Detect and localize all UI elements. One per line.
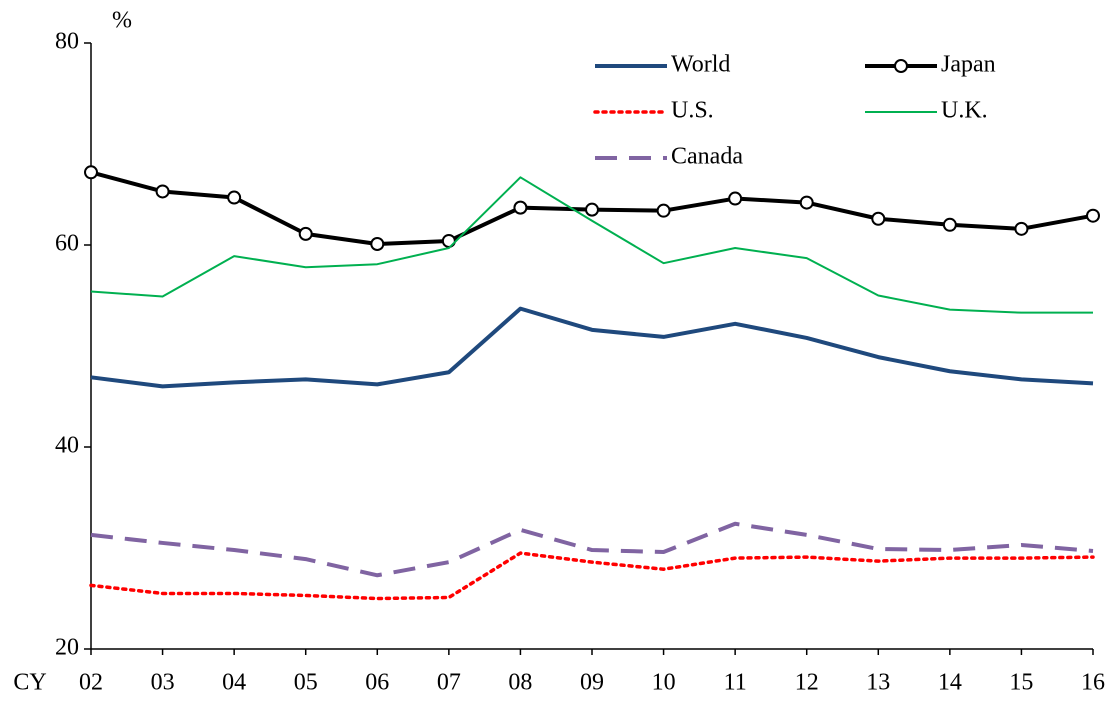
x-tick-label: 03 xyxy=(151,670,175,696)
point-marker xyxy=(84,165,98,180)
point-marker xyxy=(1014,221,1029,236)
y-tick-label: 20 xyxy=(55,635,79,661)
x-tick-label: 08 xyxy=(508,670,532,696)
x-tick-label: 10 xyxy=(652,670,676,696)
x-tick-label: 04 xyxy=(222,670,246,696)
legend-label: World xyxy=(671,52,730,78)
legend-label: Japan xyxy=(941,52,996,78)
point-marker xyxy=(799,195,814,210)
point-marker xyxy=(370,236,385,251)
series-line xyxy=(90,306,1094,389)
point-marker xyxy=(942,217,957,232)
x-tick-label: 12 xyxy=(795,670,819,696)
x-tick-label: 11 xyxy=(724,670,747,696)
x-tick-label: 05 xyxy=(294,670,318,696)
series-line xyxy=(90,521,1094,578)
x-tick-label: 07 xyxy=(437,670,461,696)
point-marker xyxy=(728,191,743,206)
x-tick-label: 02 xyxy=(79,670,103,696)
y-tick-label: 60 xyxy=(55,231,79,257)
point-marker xyxy=(871,211,886,226)
point-marker xyxy=(656,203,671,218)
y-tick-label: 80 xyxy=(55,29,79,55)
legend-label: U.S. xyxy=(671,98,714,124)
point-marker xyxy=(585,202,599,217)
x-tick-label: 13 xyxy=(866,670,890,696)
x-axis-label: CY xyxy=(13,670,46,696)
series-line xyxy=(90,176,1093,314)
x-tick-label: 06 xyxy=(365,670,389,696)
series-line xyxy=(89,551,1095,601)
legend-label: U.K. xyxy=(941,98,988,124)
legend-marker xyxy=(894,59,908,73)
point-marker xyxy=(298,226,313,241)
y-tick-label: 40 xyxy=(55,433,79,459)
x-tick-label: 14 xyxy=(938,670,962,696)
x-tick-label: 15 xyxy=(1009,670,1033,696)
point-marker xyxy=(1086,208,1100,223)
point-marker xyxy=(155,184,170,199)
point-marker xyxy=(513,200,528,215)
y-unit: % xyxy=(112,8,132,34)
x-tick-label: 09 xyxy=(580,670,604,696)
point-marker xyxy=(227,190,242,205)
x-tick-label: 16 xyxy=(1081,670,1105,696)
legend-label: Canada xyxy=(671,144,743,170)
